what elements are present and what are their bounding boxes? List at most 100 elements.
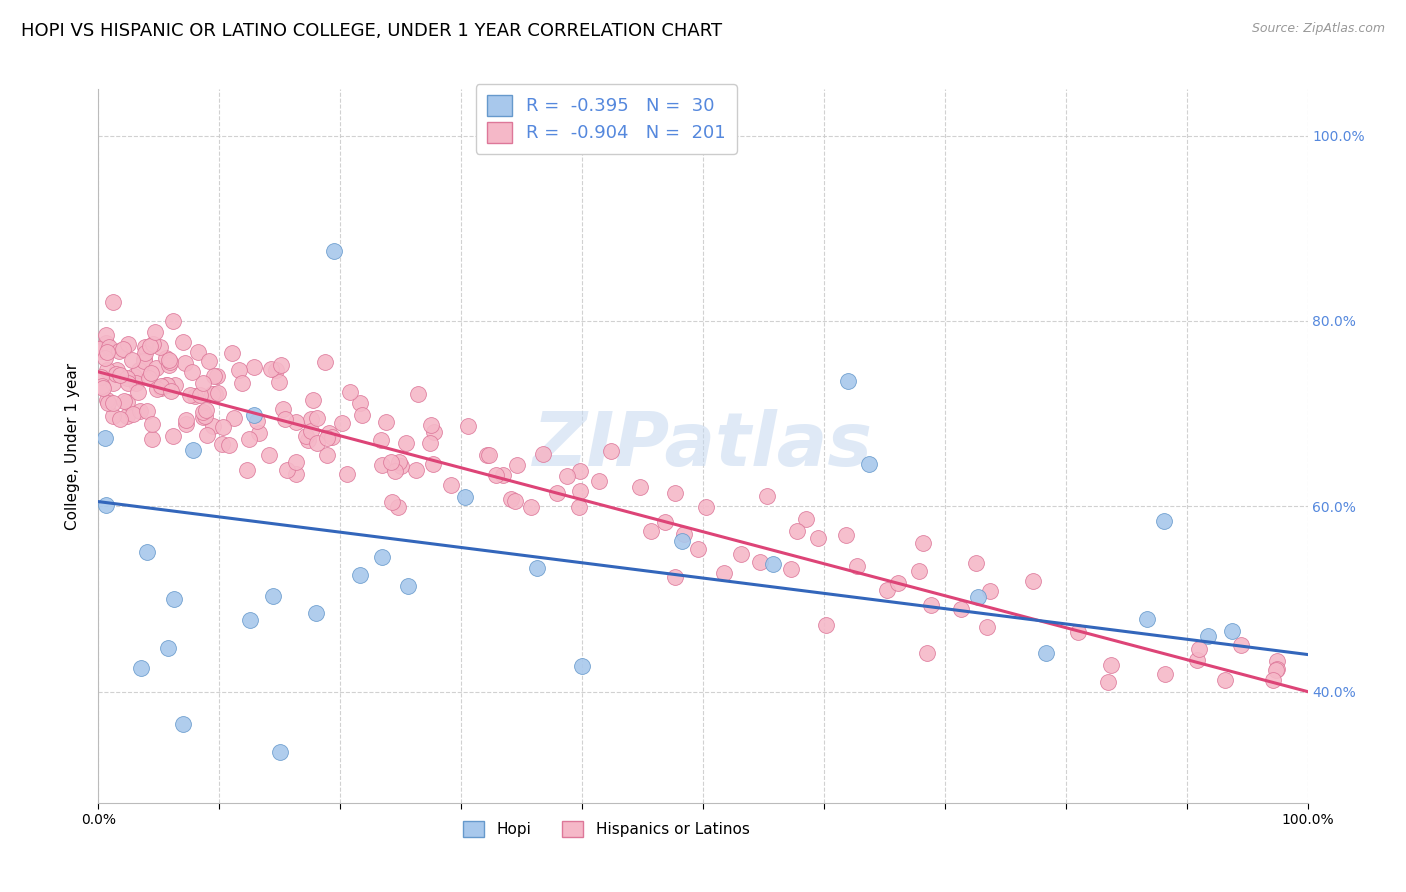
Point	[336, 467, 359, 481]
Point	[501, 492, 523, 507]
Point	[145, 361, 167, 376]
Point	[814, 617, 837, 632]
Point	[94, 327, 117, 342]
Point	[979, 584, 1001, 599]
Point	[555, 469, 578, 483]
Point	[294, 429, 316, 443]
Point	[211, 437, 233, 451]
Point	[198, 353, 221, 368]
Point	[188, 388, 211, 402]
Point	[247, 425, 270, 440]
Point	[569, 464, 592, 478]
Point	[112, 343, 135, 357]
Point	[1265, 663, 1288, 677]
Point	[671, 534, 693, 549]
Point	[201, 419, 224, 434]
Point	[162, 429, 184, 443]
Point	[231, 376, 253, 390]
Point	[846, 559, 869, 574]
Point	[908, 564, 931, 578]
Point	[546, 485, 568, 500]
Point	[395, 435, 418, 450]
Point	[533, 447, 555, 461]
Point	[1230, 638, 1253, 652]
Point	[505, 458, 527, 472]
Point	[315, 448, 337, 462]
Point	[89, 343, 111, 357]
Point	[749, 555, 772, 569]
Point	[134, 340, 156, 354]
Point	[260, 361, 283, 376]
Point	[526, 561, 548, 575]
Point	[117, 394, 139, 409]
Point	[243, 360, 266, 375]
Point	[191, 405, 214, 419]
Point	[138, 371, 160, 385]
Point	[90, 369, 112, 384]
Point	[163, 378, 186, 392]
Point	[136, 404, 159, 418]
Point	[236, 463, 259, 477]
Point	[96, 345, 118, 359]
Point	[485, 467, 508, 482]
Point	[117, 409, 139, 423]
Point	[174, 413, 197, 427]
Point	[1154, 667, 1177, 681]
Point	[503, 493, 526, 508]
Point	[117, 336, 139, 351]
Point	[406, 386, 429, 401]
Point	[128, 363, 150, 377]
Point	[112, 394, 135, 409]
Point	[316, 431, 339, 445]
Point	[179, 388, 201, 402]
Point	[568, 500, 591, 514]
Y-axis label: College, Under 1 year: College, Under 1 year	[65, 362, 80, 530]
Point	[1097, 674, 1119, 689]
Point	[134, 351, 156, 366]
Point	[121, 408, 143, 422]
Point	[105, 363, 128, 377]
Point	[125, 376, 148, 390]
Point	[374, 415, 396, 429]
Point	[150, 379, 173, 393]
Point	[172, 334, 194, 349]
Point	[628, 480, 651, 494]
Point	[520, 500, 543, 515]
Point	[141, 432, 163, 446]
Point	[305, 410, 328, 425]
Point	[886, 576, 908, 591]
Point	[876, 582, 898, 597]
Point	[1067, 625, 1090, 640]
Point	[191, 410, 214, 425]
Point	[457, 419, 479, 434]
Point	[730, 547, 752, 561]
Point	[1136, 612, 1159, 626]
Point	[94, 431, 117, 445]
Point	[238, 433, 260, 447]
Point	[139, 339, 162, 353]
Point	[122, 369, 145, 384]
Point	[276, 462, 298, 476]
Point	[370, 458, 392, 472]
Point	[756, 489, 779, 503]
Point	[349, 396, 371, 410]
Point	[202, 369, 225, 384]
Point	[101, 376, 124, 390]
Point	[440, 478, 463, 492]
Point	[135, 545, 157, 559]
Point	[370, 434, 392, 448]
Point	[835, 528, 858, 542]
Point	[155, 351, 177, 366]
Point	[143, 325, 166, 339]
Point	[150, 381, 173, 395]
Point	[134, 346, 156, 360]
Point	[108, 368, 131, 382]
Point	[101, 295, 124, 310]
Point	[117, 376, 139, 391]
Point	[284, 415, 307, 429]
Point	[90, 379, 112, 393]
Point	[96, 392, 118, 407]
Point	[966, 590, 988, 604]
Point	[176, 417, 198, 431]
Point	[297, 434, 319, 448]
